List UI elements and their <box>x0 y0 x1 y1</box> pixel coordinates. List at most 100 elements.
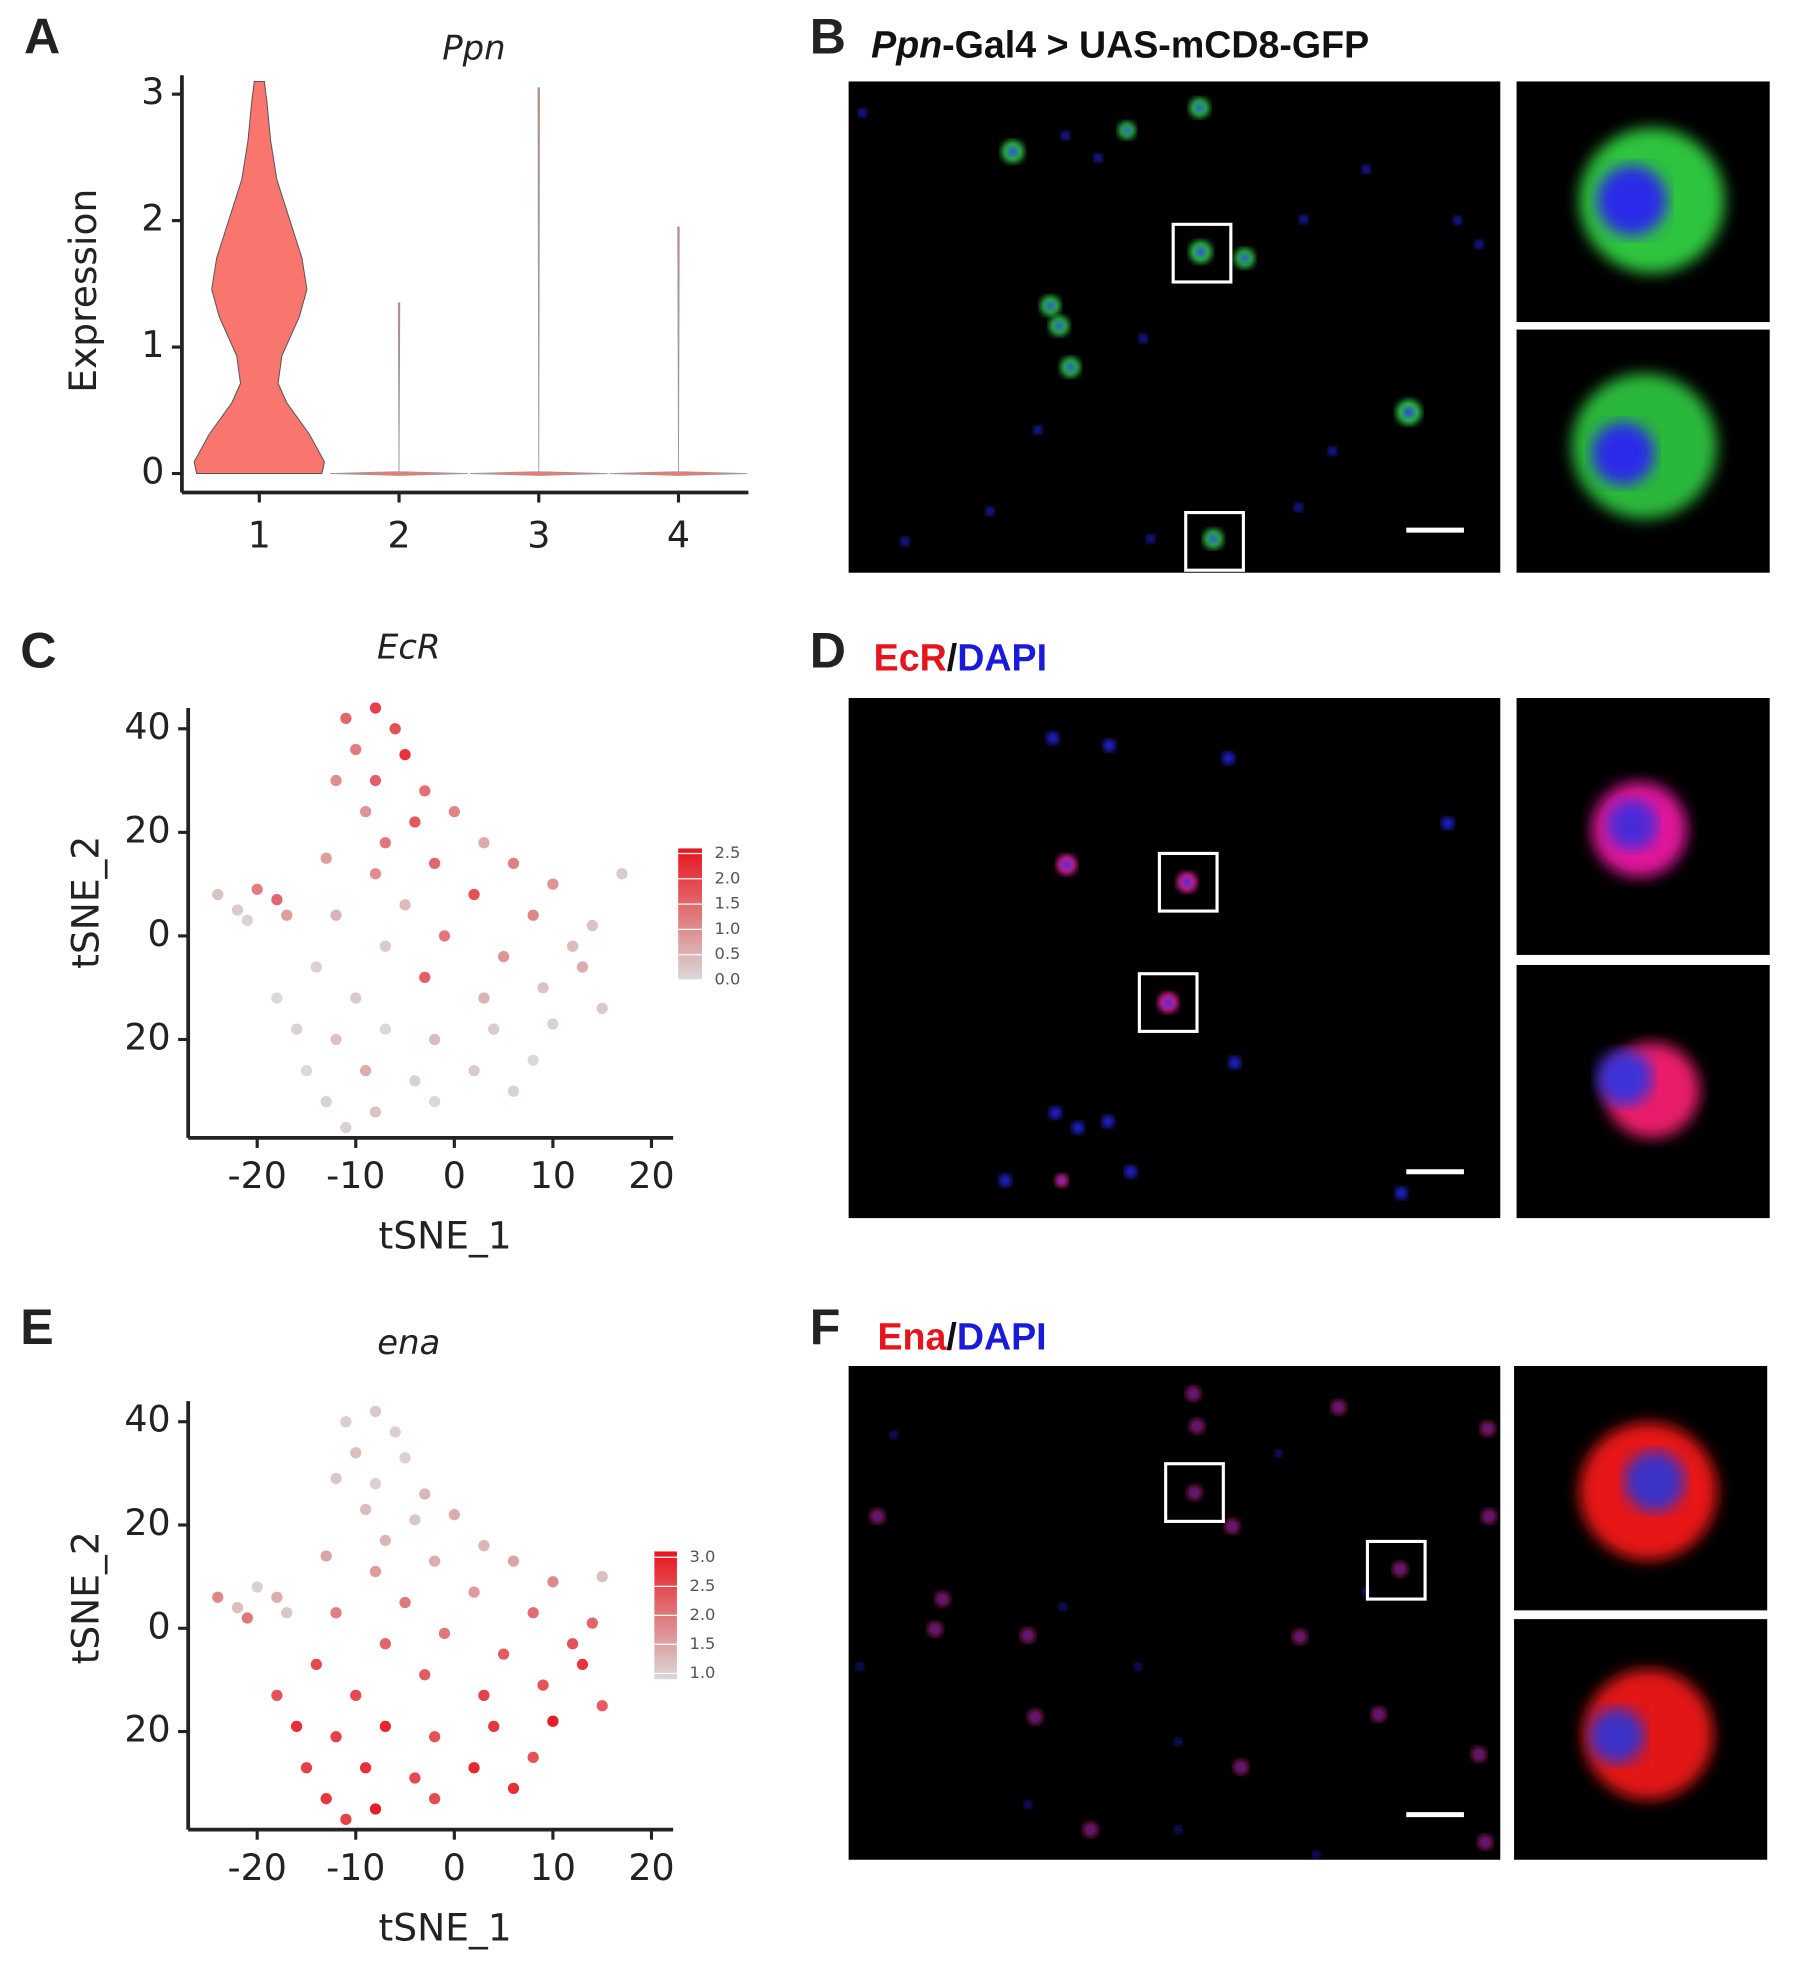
point <box>409 816 421 828</box>
nucleus <box>1441 817 1454 830</box>
point <box>340 1121 352 1134</box>
point <box>596 1571 608 1583</box>
nucleus <box>1274 1449 1283 1458</box>
point <box>350 1689 362 1702</box>
point <box>231 904 244 916</box>
x-tick-label: -10 <box>326 1154 385 1197</box>
point <box>537 1679 549 1691</box>
point <box>359 805 372 818</box>
point <box>340 1416 352 1428</box>
point <box>251 1581 263 1593</box>
point <box>448 805 460 818</box>
x-tick-label: -10 <box>326 1846 385 1889</box>
x-axis-label: tSNE_1 <box>379 1905 512 1949</box>
y-tick-label: 40 <box>124 1398 170 1441</box>
x-tick-label: 1 <box>248 514 271 557</box>
inset-cell <box>1582 1669 1714 1800</box>
point <box>340 712 352 725</box>
nucleus <box>1361 164 1371 174</box>
panel-letter: F <box>810 1299 841 1355</box>
point <box>566 1638 579 1650</box>
nucleus <box>1193 1422 1201 1430</box>
point <box>527 1054 539 1066</box>
point <box>330 1731 342 1743</box>
point <box>478 992 490 1004</box>
panel-letter: B <box>810 8 846 64</box>
point <box>241 914 253 927</box>
point <box>281 909 293 921</box>
x-tick-label: 4 <box>667 514 690 557</box>
nucleus <box>938 1595 947 1603</box>
point <box>212 1591 224 1603</box>
nucleus <box>1327 446 1337 456</box>
point <box>399 1596 411 1609</box>
point <box>547 1576 559 1588</box>
nucleus <box>873 1512 882 1521</box>
nucleus <box>1190 1488 1199 1497</box>
nucleus <box>1475 1750 1483 1759</box>
panel-letter: D <box>810 622 846 678</box>
inset-nucleus <box>1596 1050 1652 1106</box>
nucleus <box>889 1431 898 1439</box>
y-tick-label: 2 <box>141 197 164 240</box>
point <box>419 1488 431 1500</box>
nucleus <box>1299 214 1308 224</box>
point <box>438 930 451 942</box>
title-part: Ena <box>877 1316 947 1358</box>
point <box>616 868 628 880</box>
point <box>576 1658 589 1671</box>
point <box>507 1555 520 1567</box>
nucleus <box>1174 1825 1182 1834</box>
colorbar-label: 3.0 <box>689 1547 715 1566</box>
point <box>537 982 549 994</box>
x-tick-label: 0 <box>443 1846 466 1889</box>
point <box>428 1555 441 1567</box>
nucleus <box>1007 146 1018 157</box>
nucleus <box>1195 103 1205 113</box>
nucleus <box>856 1662 864 1671</box>
zoom-box <box>1184 510 1245 572</box>
point <box>330 1472 342 1485</box>
panel-letter: C <box>20 622 56 678</box>
inset-nucleus <box>1591 422 1655 485</box>
violin <box>330 302 468 476</box>
point <box>350 1447 362 1459</box>
point <box>497 1648 510 1660</box>
point <box>369 1106 382 1118</box>
nucleus <box>1134 1662 1142 1671</box>
point <box>527 1607 539 1619</box>
y-axis-label: tSNE_2 <box>63 836 107 969</box>
point <box>409 1075 421 1087</box>
nucleus <box>1049 1106 1062 1120</box>
nucleus <box>1061 859 1072 870</box>
point <box>527 909 539 921</box>
y-tick-label: 1 <box>141 323 164 366</box>
colorbar-label: 2.0 <box>715 868 741 887</box>
point <box>428 1096 441 1108</box>
point <box>369 1405 382 1418</box>
x-tick-label: 3 <box>527 514 550 557</box>
colorbar-label: 2.5 <box>715 843 741 862</box>
nucleus <box>1024 1631 1032 1640</box>
point <box>300 1762 313 1774</box>
point <box>369 1803 382 1815</box>
x-tick-label: -20 <box>228 1846 287 1889</box>
inset-nucleus <box>1606 799 1657 850</box>
point <box>399 899 411 911</box>
nucleus <box>1228 1522 1236 1531</box>
title-part: -Gal4 > UAS-mCD8-GFP <box>942 24 1369 66</box>
microscopy <box>848 81 1770 1860</box>
point <box>428 857 441 870</box>
nucleus <box>1086 1825 1095 1834</box>
nucleus <box>1122 126 1131 135</box>
point <box>399 749 411 761</box>
title-part: / <box>947 636 958 678</box>
nucleus <box>1485 1512 1493 1521</box>
point <box>281 1607 293 1619</box>
point <box>409 1514 421 1526</box>
point <box>212 888 224 901</box>
point <box>340 1813 352 1825</box>
point <box>350 743 362 756</box>
point <box>428 1793 441 1805</box>
